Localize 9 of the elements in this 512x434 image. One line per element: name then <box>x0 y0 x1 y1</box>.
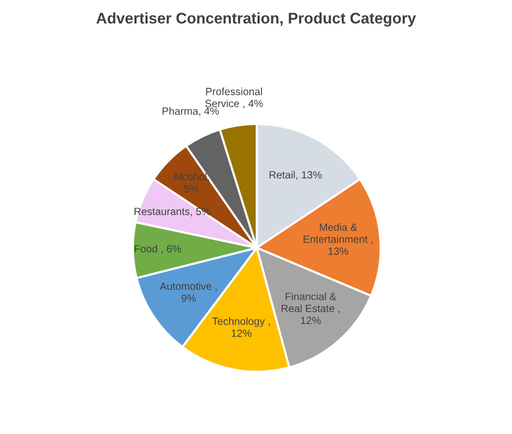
slice-label: Retail, 13% <box>270 170 322 180</box>
slice-label: Professional Service , 4% <box>205 88 263 108</box>
slice-label: Pharma, 4% <box>162 107 219 116</box>
slice-label: Media & Entertainment , 13% <box>304 223 373 255</box>
slice-label: Financial & Real Estate , 12% <box>282 292 340 324</box>
slice-label: Technology , 12% <box>212 317 270 337</box>
chart-title: Advertiser Concentration, Product Category <box>96 12 416 27</box>
slice-label: Food , 6% <box>134 244 182 254</box>
slice-label: Automotive , 9% <box>160 282 217 302</box>
